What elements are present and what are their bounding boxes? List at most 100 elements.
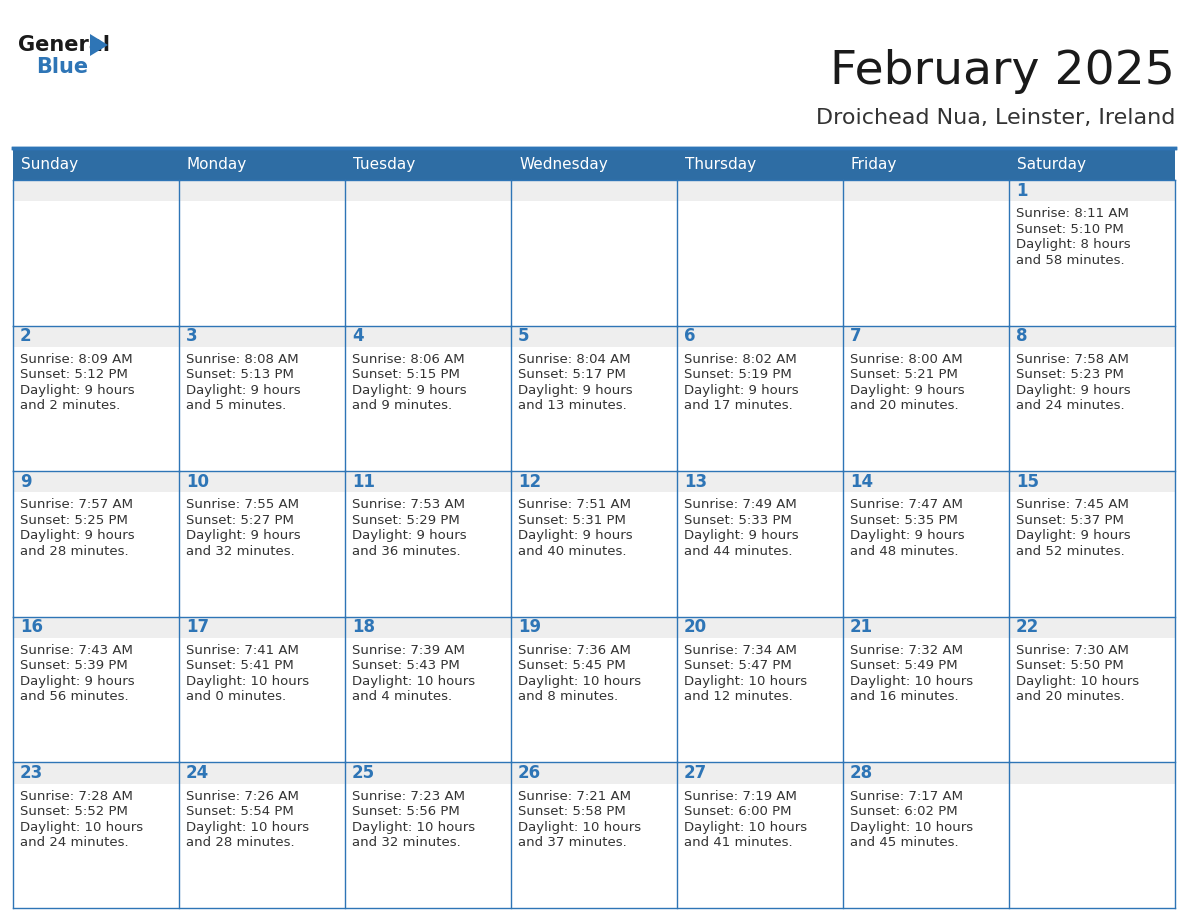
- Text: and 28 minutes.: and 28 minutes.: [187, 836, 295, 849]
- Text: Sunset: 5:39 PM: Sunset: 5:39 PM: [20, 659, 128, 672]
- Text: 1: 1: [1016, 182, 1028, 199]
- Text: Sunrise: 7:41 AM: Sunrise: 7:41 AM: [187, 644, 299, 657]
- Text: Sunset: 5:47 PM: Sunset: 5:47 PM: [684, 659, 791, 672]
- Text: 3: 3: [187, 327, 197, 345]
- Text: and 28 minutes.: and 28 minutes.: [20, 544, 128, 558]
- Text: Sunrise: 7:23 AM: Sunrise: 7:23 AM: [352, 789, 465, 802]
- Bar: [345, 471, 511, 492]
- Text: and 20 minutes.: and 20 minutes.: [849, 399, 959, 412]
- Text: and 44 minutes.: and 44 minutes.: [684, 544, 792, 558]
- Bar: [1009, 471, 1175, 617]
- Text: 22: 22: [1016, 619, 1040, 636]
- Text: Sunrise: 7:19 AM: Sunrise: 7:19 AM: [684, 789, 797, 802]
- Text: Sunrise: 8:06 AM: Sunrise: 8:06 AM: [352, 353, 465, 365]
- Text: General: General: [18, 35, 110, 55]
- Text: 14: 14: [849, 473, 873, 491]
- Text: Daylight: 9 hours: Daylight: 9 hours: [849, 530, 965, 543]
- Text: Daylight: 10 hours: Daylight: 10 hours: [684, 821, 807, 834]
- Text: 17: 17: [187, 619, 209, 636]
- Bar: [677, 326, 843, 471]
- Text: Sunset: 5:31 PM: Sunset: 5:31 PM: [518, 514, 626, 527]
- Bar: [345, 326, 511, 471]
- Bar: [1009, 617, 1175, 763]
- Bar: [511, 326, 677, 347]
- Bar: [1009, 326, 1175, 471]
- Text: February 2025: February 2025: [830, 50, 1175, 95]
- Text: Sunrise: 7:53 AM: Sunrise: 7:53 AM: [352, 498, 465, 511]
- Text: Daylight: 9 hours: Daylight: 9 hours: [352, 384, 467, 397]
- Text: 9: 9: [20, 473, 32, 491]
- Text: Sunset: 5:27 PM: Sunset: 5:27 PM: [187, 514, 293, 527]
- Text: and 20 minutes.: and 20 minutes.: [1016, 690, 1125, 703]
- Text: and 32 minutes.: and 32 minutes.: [187, 544, 295, 558]
- Bar: [511, 471, 677, 492]
- Text: Sunset: 5:41 PM: Sunset: 5:41 PM: [187, 659, 293, 672]
- Text: and 40 minutes.: and 40 minutes.: [518, 544, 626, 558]
- Text: 8: 8: [1016, 327, 1028, 345]
- Bar: [843, 763, 1009, 783]
- Text: Sunrise: 7:39 AM: Sunrise: 7:39 AM: [352, 644, 465, 657]
- Text: Sunrise: 7:47 AM: Sunrise: 7:47 AM: [849, 498, 963, 511]
- Polygon shape: [90, 34, 108, 56]
- Text: Sunset: 5:21 PM: Sunset: 5:21 PM: [849, 368, 958, 381]
- Text: and 45 minutes.: and 45 minutes.: [849, 836, 959, 849]
- Bar: [345, 471, 511, 617]
- Text: Daylight: 8 hours: Daylight: 8 hours: [1016, 238, 1131, 252]
- Text: Sunrise: 7:36 AM: Sunrise: 7:36 AM: [518, 644, 631, 657]
- Text: 2: 2: [20, 327, 32, 345]
- Text: Sunset: 5:13 PM: Sunset: 5:13 PM: [187, 368, 293, 381]
- Bar: [13, 326, 179, 347]
- Text: Sunrise: 8:00 AM: Sunrise: 8:00 AM: [849, 353, 962, 365]
- Text: Sunrise: 7:55 AM: Sunrise: 7:55 AM: [187, 498, 299, 511]
- Text: Sunset: 5:37 PM: Sunset: 5:37 PM: [1016, 514, 1124, 527]
- Bar: [345, 763, 511, 783]
- Text: 13: 13: [684, 473, 707, 491]
- Text: 10: 10: [187, 473, 209, 491]
- Bar: [843, 617, 1009, 638]
- Text: Daylight: 9 hours: Daylight: 9 hours: [20, 530, 134, 543]
- Text: 23: 23: [20, 764, 43, 782]
- Text: Droichead Nua, Leinster, Ireland: Droichead Nua, Leinster, Ireland: [816, 108, 1175, 128]
- Text: Daylight: 9 hours: Daylight: 9 hours: [849, 384, 965, 397]
- Text: and 56 minutes.: and 56 minutes.: [20, 690, 128, 703]
- Text: 19: 19: [518, 619, 541, 636]
- Text: Sunrise: 7:49 AM: Sunrise: 7:49 AM: [684, 498, 797, 511]
- Bar: [843, 326, 1009, 471]
- Text: Sunset: 5:25 PM: Sunset: 5:25 PM: [20, 514, 128, 527]
- Bar: [345, 326, 511, 347]
- Text: 11: 11: [352, 473, 375, 491]
- Text: Wednesday: Wednesday: [519, 156, 608, 172]
- Text: 25: 25: [352, 764, 375, 782]
- Text: Daylight: 10 hours: Daylight: 10 hours: [1016, 675, 1139, 688]
- Bar: [511, 763, 677, 783]
- Bar: [511, 180, 677, 326]
- Text: Sunset: 5:17 PM: Sunset: 5:17 PM: [518, 368, 626, 381]
- Bar: [179, 617, 345, 763]
- Text: Sunset: 5:52 PM: Sunset: 5:52 PM: [20, 805, 128, 818]
- Text: and 12 minutes.: and 12 minutes.: [684, 690, 792, 703]
- Text: Sunrise: 7:21 AM: Sunrise: 7:21 AM: [518, 789, 631, 802]
- Text: Friday: Friday: [851, 156, 897, 172]
- Text: and 37 minutes.: and 37 minutes.: [518, 836, 627, 849]
- Bar: [677, 180, 843, 326]
- Bar: [13, 471, 179, 492]
- Text: Blue: Blue: [36, 57, 88, 77]
- Bar: [179, 471, 345, 492]
- Text: and 13 minutes.: and 13 minutes.: [518, 399, 627, 412]
- Text: Daylight: 9 hours: Daylight: 9 hours: [1016, 384, 1131, 397]
- Bar: [677, 326, 843, 347]
- Text: Daylight: 9 hours: Daylight: 9 hours: [684, 384, 798, 397]
- Text: Daylight: 9 hours: Daylight: 9 hours: [20, 675, 134, 688]
- Text: Daylight: 9 hours: Daylight: 9 hours: [352, 530, 467, 543]
- Text: Sunset: 5:58 PM: Sunset: 5:58 PM: [518, 805, 626, 818]
- Bar: [511, 763, 677, 908]
- Bar: [677, 180, 843, 201]
- Text: Sunday: Sunday: [21, 156, 78, 172]
- Text: 16: 16: [20, 619, 43, 636]
- Bar: [511, 617, 677, 763]
- Bar: [677, 471, 843, 492]
- Bar: [843, 617, 1009, 763]
- Text: Sunset: 5:49 PM: Sunset: 5:49 PM: [849, 659, 958, 672]
- Text: Daylight: 10 hours: Daylight: 10 hours: [518, 821, 642, 834]
- Bar: [13, 180, 179, 326]
